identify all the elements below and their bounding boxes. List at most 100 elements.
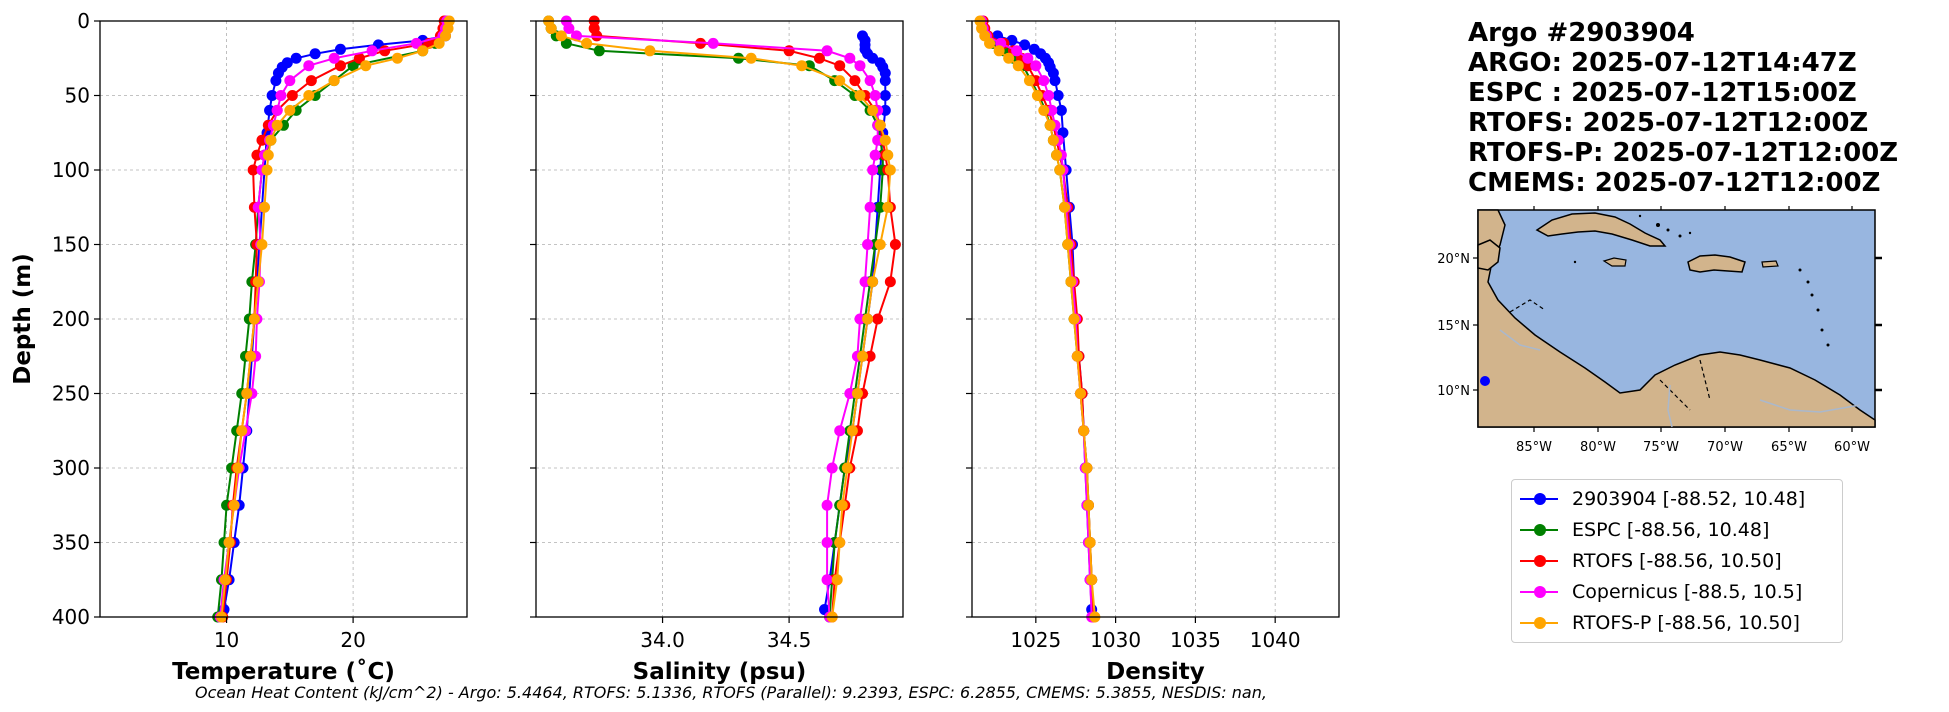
- ocean-heat-content-footer: Ocean Heat Content (kJ/cm^2) - Argo: 5.4…: [195, 683, 1267, 702]
- x-tick-label: 1040: [1250, 628, 1301, 652]
- data-point-copernicus: [834, 425, 846, 437]
- legend-swatch: [1520, 613, 1558, 633]
- data-point-rtofs-p: [1059, 201, 1071, 213]
- map-lon-label: 75°W: [1643, 440, 1679, 455]
- legend-label: RTOFS [-88.56, 10.50]: [1572, 550, 1782, 572]
- map-lat-label: 10°N: [1437, 384, 1470, 399]
- data-point-rtofs: [889, 239, 901, 250]
- data-point-rtofs-p: [1038, 104, 1050, 116]
- data-point-rtofs-p: [1081, 462, 1093, 474]
- data-point-rtofs-p: [1086, 574, 1098, 586]
- legend-swatch: [1520, 551, 1558, 571]
- data-point-rtofs-p: [841, 462, 853, 474]
- data-point-rtofs-p: [1065, 276, 1077, 288]
- data-point-rtofs: [813, 52, 825, 64]
- data-point-rtofs-p: [874, 119, 886, 131]
- data-point-copernicus: [821, 499, 833, 511]
- data-point-rtofs-p: [265, 134, 277, 146]
- argo-float-marker: [1480, 376, 1490, 386]
- data-point-rtofs-p: [433, 37, 445, 49]
- series-line-rtofs-p: [547, 20, 892, 618]
- data-point-2903904: [309, 48, 321, 60]
- legend-swatch: [1520, 520, 1558, 540]
- info-espc-time: ESPC : 2025-07-12T15:00Z: [1468, 78, 1857, 108]
- data-point-copernicus: [1011, 45, 1023, 57]
- legend-label: ESPC [-88.56, 10.48]: [1572, 519, 1770, 541]
- legend-swatch: [1520, 582, 1558, 602]
- data-point-rtofs-p: [745, 52, 757, 64]
- data-point-copernicus: [1038, 75, 1050, 87]
- data-point-rtofs-p: [834, 75, 846, 87]
- y-tick-label: 150: [52, 233, 90, 257]
- legend-entry-copernicus: Copernicus [-88.5, 10.5]: [1520, 577, 1802, 607]
- data-point-espc: [593, 45, 605, 57]
- data-point-rtofs-p: [262, 149, 274, 161]
- data-point-2903904: [1055, 104, 1067, 116]
- data-point-rtofs-p: [360, 60, 372, 72]
- data-point-rtofs-p: [417, 45, 429, 57]
- data-point-rtofs-p: [1075, 388, 1087, 399]
- map-lon-label: 85°W: [1516, 440, 1552, 455]
- data-point-copernicus: [328, 52, 340, 64]
- data-point-rtofs-p: [391, 52, 403, 64]
- data-point-rtofs-p: [1051, 149, 1063, 161]
- x-tick-label: 1025: [1010, 628, 1061, 652]
- data-point-rtofs-p: [862, 313, 874, 325]
- data-point-2903904: [1049, 75, 1061, 87]
- location-map: 85°W 80°W 75°W 70°W 65°W 60°W 20°N 15°N 10°N: [1437, 206, 1882, 455]
- data-point-rtofs-p: [1044, 119, 1056, 131]
- data-point-rtofs-p: [439, 30, 451, 42]
- legend-label: RTOFS-P [-88.56, 10.50]: [1572, 612, 1800, 634]
- data-point-rtofs: [834, 60, 846, 72]
- data-point-rtofs: [884, 276, 896, 288]
- series-line-copernicus: [219, 20, 448, 618]
- y-tick-label: 400: [52, 605, 90, 629]
- data-point-rtofs-p: [993, 45, 1005, 57]
- data-point-espc: [347, 60, 359, 72]
- data-point-rtofs-p: [328, 75, 340, 87]
- y-tick-label: 350: [52, 531, 90, 555]
- data-point-rtofs-p: [545, 22, 557, 34]
- y-axis-label: Depth (m): [10, 253, 36, 385]
- data-point-rtofs-p: [1012, 60, 1024, 72]
- data-point-rtofs: [305, 75, 317, 87]
- data-point-rtofs-p: [879, 134, 891, 146]
- data-point-copernicus: [844, 388, 856, 399]
- map-frame-ticks: 85°W 80°W 75°W 70°W 65°W 60°W 20°N 15°N 10°N: [1437, 206, 1882, 455]
- map-land-hispaniola: [1687, 254, 1746, 273]
- legend-entry-rtofs-p: RTOFS-P [-88.56, 10.50]: [1520, 608, 1800, 638]
- data-point-rtofs-p: [219, 574, 231, 586]
- data-point-rtofs: [872, 313, 884, 325]
- data-point-copernicus: [854, 60, 866, 72]
- data-point-copernicus: [864, 201, 876, 213]
- data-point-rtofs-p: [241, 388, 253, 399]
- y-tick-label: 100: [52, 158, 90, 182]
- legend-label: Copernicus [-88.5, 10.5]: [1572, 581, 1803, 603]
- data-point-copernicus: [844, 52, 856, 64]
- y-tick-label: 50: [65, 84, 90, 108]
- data-point-rtofs-p: [874, 239, 886, 250]
- x-tick-label: 34.0: [640, 628, 685, 652]
- x-tick-label: 1035: [1170, 628, 1221, 652]
- data-point-copernicus: [859, 276, 871, 288]
- data-point-copernicus: [872, 134, 884, 146]
- y-tick-label: 0: [77, 9, 90, 33]
- x-tick-label: 1030: [1090, 628, 1141, 652]
- data-point-rtofs-p: [581, 37, 593, 49]
- data-point-2903904: [266, 90, 278, 101]
- map-small-islands: [1573, 214, 1830, 347]
- map-land-yucatan: [1477, 239, 1501, 271]
- info-title: Argo #2903904: [1468, 18, 1695, 48]
- data-point-copernicus: [275, 90, 287, 101]
- data-point-rtofs-p: [867, 104, 879, 116]
- data-point-rtofs-p: [1084, 537, 1096, 548]
- x-tick-label: 34.5: [767, 628, 812, 652]
- legend-entry-argo: 2903904 [-88.52, 10.48]: [1520, 484, 1805, 514]
- data-point-copernicus: [826, 462, 838, 474]
- data-point-rtofs-p: [836, 499, 848, 511]
- data-point-rtofs-p: [248, 313, 260, 325]
- data-point-rtofs-p: [261, 164, 273, 176]
- data-point-rtofs-p: [1003, 52, 1015, 64]
- data-point-rtofs-p: [1047, 134, 1059, 146]
